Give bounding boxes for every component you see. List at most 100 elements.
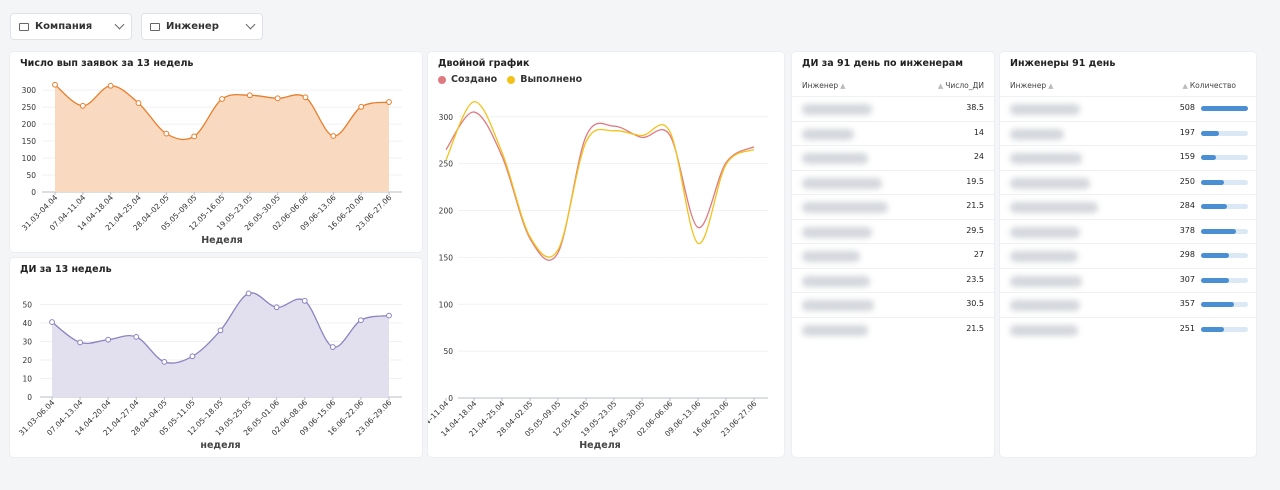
y-tick-label: 150 [439, 253, 454, 262]
table-row[interactable]: 27 [792, 243, 994, 268]
table-title: ДИ за 91 день по инженерам [802, 58, 963, 69]
x-axis-title: Неделя [201, 235, 243, 246]
table-header: Инженер ▲ ▲ Количество [1010, 81, 1246, 93]
y-tick-label: 40 [22, 319, 32, 328]
data-point[interactable] [245, 290, 252, 297]
data-point[interactable] [49, 319, 55, 325]
data-point[interactable] [189, 353, 196, 360]
engineer-name-redacted [1010, 202, 1098, 213]
data-point[interactable] [161, 358, 168, 365]
data-point[interactable] [386, 99, 392, 105]
table-row[interactable]: 24 [792, 145, 994, 170]
chevron-down-icon [245, 19, 256, 30]
data-point[interactable] [329, 344, 336, 350]
cell-value: 21.5 [966, 201, 984, 210]
data-point[interactable] [301, 297, 308, 304]
engineer-name-redacted [802, 202, 888, 213]
table-row[interactable]: 378 [1000, 218, 1256, 244]
table-row[interactable]: 508 [1000, 96, 1256, 121]
legend-dot [507, 75, 516, 84]
data-point[interactable] [133, 333, 140, 340]
table-row[interactable]: 307 [1000, 267, 1256, 293]
engineer-name-redacted [1010, 104, 1080, 115]
x-axis-title: неделя [200, 440, 240, 451]
completed-requests-chart: 05010015020025030031.03–04.0407.04–11.04… [20, 81, 402, 246]
engineer-name-redacted [802, 177, 882, 189]
table-row[interactable]: 357 [1000, 292, 1256, 317]
chart-card-completed-requests: Число вып заявок за 13 недель 0 50 100 150 2… [10, 52, 422, 252]
value-bar-track [1201, 277, 1248, 283]
chart-title: Число вып заявок за 13 недель [20, 58, 194, 69]
column-header-count[interactable]: ▲ Количество [1182, 81, 1236, 90]
y-tick-label: 250 [22, 103, 37, 112]
engineer-filter[interactable]: Инженер [141, 13, 263, 40]
data-point[interactable] [358, 317, 364, 324]
cell-value: 30.5 [966, 299, 984, 308]
table-row[interactable]: 298 [1000, 243, 1256, 268]
cell-value: 251 [1179, 323, 1195, 333]
data-point[interactable] [219, 96, 225, 102]
series-line [445, 101, 755, 258]
di-13-weeks-chart: 0102030405031.03–06.0407.04–13.0414.04–2… [17, 290, 402, 451]
data-point[interactable] [246, 92, 253, 99]
table-row[interactable]: 159 [1000, 145, 1256, 170]
y-tick-label: 0 [31, 188, 36, 197]
column-header-engineer[interactable]: Инженер ▲ [802, 81, 846, 90]
y-tick-label: 30 [22, 338, 32, 347]
chart-legend: Создано Выполнено [438, 74, 592, 85]
engineer-name-redacted [1010, 153, 1082, 164]
table-row[interactable]: 21.5 [792, 316, 994, 342]
data-point[interactable] [135, 100, 142, 106]
cell-value: 508 [1179, 103, 1195, 112]
table-row[interactable]: 251 [1000, 316, 1256, 342]
data-point[interactable] [274, 95, 281, 102]
table-row[interactable]: 21.5 [792, 194, 994, 219]
data-point[interactable] [217, 327, 224, 334]
data-point[interactable] [163, 130, 170, 137]
data-point[interactable] [79, 102, 86, 109]
legend-label: Создано [451, 74, 498, 85]
company-filter[interactable]: Компания [10, 13, 132, 40]
legend-item-created[interactable]: Создано [438, 74, 497, 85]
cell-value: 23.5 [966, 274, 984, 284]
chart-title: ДИ за 13 недель [20, 264, 112, 275]
value-bar-track [1201, 106, 1248, 111]
legend-item-completed[interactable]: Выполнено [507, 74, 582, 85]
table-row[interactable]: 38.5 [792, 96, 994, 121]
data-point[interactable] [358, 103, 365, 110]
engineer-name-redacted [1010, 177, 1090, 189]
table-row[interactable]: 30.5 [792, 292, 994, 317]
column-header-value[interactable]: ▲ Число_ДИ [937, 81, 984, 90]
data-point[interactable] [52, 81, 58, 88]
cell-value: 27 [973, 250, 984, 259]
value-bar-fill [1201, 106, 1248, 111]
area-fill [52, 292, 389, 397]
data-point[interactable] [107, 82, 114, 89]
engineer-name-redacted [802, 128, 854, 140]
engineer-name-redacted [802, 324, 868, 336]
chevron-down-icon [114, 19, 125, 30]
table-row[interactable]: 23.5 [792, 267, 994, 293]
tag-icon [150, 22, 160, 31]
table-row[interactable]: 19.5 [792, 169, 994, 195]
legend-label: Выполнено [520, 74, 583, 85]
data-point[interactable] [302, 94, 309, 101]
engineer-name-redacted [1010, 324, 1078, 336]
table-row[interactable]: 14 [792, 120, 994, 146]
data-point[interactable] [330, 133, 337, 139]
data-point[interactable] [105, 336, 112, 343]
data-point[interactable] [386, 312, 392, 319]
data-point[interactable] [273, 304, 280, 311]
table-row[interactable]: 284 [1000, 194, 1256, 219]
data-point[interactable] [77, 339, 83, 346]
data-point[interactable] [191, 133, 198, 140]
sort-icon: ▲ [1182, 82, 1188, 90]
table-row[interactable]: 29.5 [792, 218, 994, 244]
table-row[interactable]: 250 [1000, 169, 1256, 195]
column-header-engineer[interactable]: Инженер ▲ [1010, 81, 1054, 90]
table-row[interactable]: 197 [1000, 120, 1256, 146]
y-tick-label: 0 [27, 393, 32, 402]
company-filter-label: Компания [35, 21, 93, 32]
cell-value: 357 [1179, 299, 1195, 308]
value-bar-fill [1201, 204, 1228, 209]
